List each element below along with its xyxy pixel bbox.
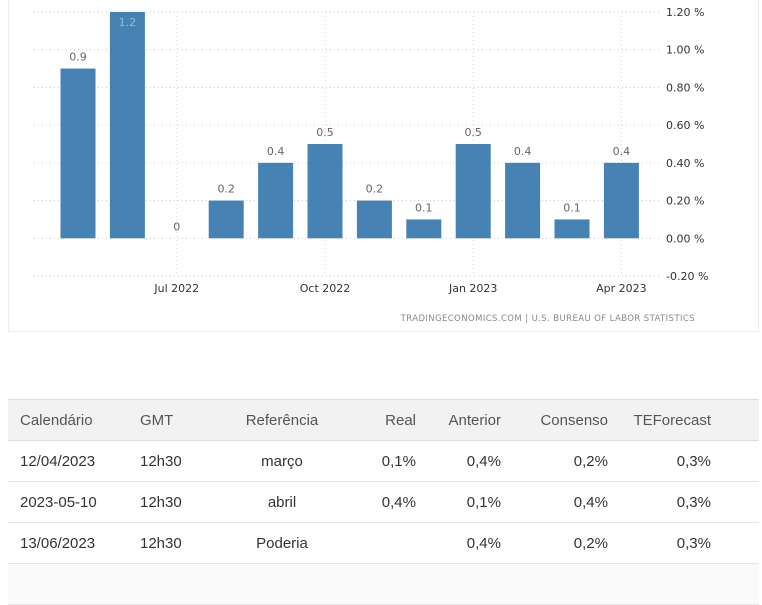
cell-reference: Poderia (221, 522, 343, 564)
table-row: 12/04/2023 12h30 março 0,1% 0,4% 0,2% 0,… (8, 440, 759, 482)
bar (109, 12, 145, 239)
bar (455, 144, 491, 239)
cell-consensus: 0,2% (507, 522, 614, 564)
value-label: 0.5 (464, 126, 482, 139)
y-tick-label: -0.20 % (666, 270, 708, 283)
header-previous[interactable]: Anterior (422, 399, 507, 441)
chart-panel: 1.20 % 1.00 % 0.80 % 0.60 % 0.40 % 0.20 % 0.00… (8, 0, 759, 332)
cell-previous: 0,1% (422, 481, 507, 523)
cell-reference: março (221, 440, 343, 482)
bar (554, 219, 590, 239)
value-label: 0.5 (316, 126, 334, 139)
cell-consensus: 0,2% (507, 440, 614, 482)
y-tick-label: 0.20 % (666, 195, 704, 208)
cell-gmt: 12h30 (139, 522, 221, 564)
cell-teforecast: 0,3% (614, 440, 759, 482)
header-reference[interactable]: Referência (221, 399, 343, 441)
value-label: 0.2 (217, 183, 235, 196)
calendar-table-wrapper: Calendário GMT Referência Real Anterior … (8, 399, 759, 605)
value-label: 0.2 (366, 183, 384, 196)
bar (307, 144, 343, 239)
header-calendar[interactable]: Calendário (8, 399, 139, 441)
value-label: 0.4 (267, 145, 285, 158)
header-gmt[interactable]: GMT (139, 399, 221, 441)
value-label: 1.2 (119, 16, 137, 29)
y-tick-label: 0.80 % (666, 81, 704, 94)
y-tick-label: 0.00 % (666, 232, 704, 245)
value-label: 0.1 (415, 201, 433, 214)
cell-actual (343, 522, 422, 564)
bar (505, 162, 541, 239)
y-tick-label: 1.20 % (666, 6, 704, 19)
cell-actual: 0,4% (343, 481, 422, 523)
value-label: 0.4 (514, 145, 532, 158)
cell-gmt: 12h30 (139, 481, 221, 523)
bar (356, 200, 392, 239)
bar (406, 219, 442, 239)
y-tick-label: 1.00 % (666, 44, 704, 57)
bar (60, 68, 96, 239)
header-actual[interactable]: Real (343, 399, 422, 441)
cell-gmt: 12h30 (139, 440, 221, 482)
cell-date: 12/04/2023 (8, 440, 139, 482)
cell-previous: 0,4% (422, 522, 507, 564)
table-row-partial (8, 563, 759, 605)
source-credit: TRADINGECONOMICS.COM | U.S. BUREAU OF LA… (400, 314, 695, 324)
table-header-row: Calendário GMT Referência Real Anterior … (8, 399, 759, 441)
header-consensus[interactable]: Consenso (507, 399, 614, 441)
bar (258, 162, 294, 239)
x-tick-label: Jan 2023 (448, 282, 497, 295)
header-teforecast[interactable]: TEForecast (614, 399, 759, 441)
value-label: 0 (173, 220, 180, 233)
bar-chart: 1.20 % 1.00 % 0.80 % 0.60 % 0.40 % 0.20 % 0.00… (34, 6, 708, 324)
cell-teforecast: 0,3% (614, 481, 759, 523)
value-label: 0.1 (563, 201, 581, 214)
table-row: 13/06/2023 12h30 Poderia 0,4% 0,2% 0,3% (8, 522, 759, 564)
cell-date: 13/06/2023 (8, 522, 139, 564)
value-label: 0.9 (69, 51, 87, 64)
cell-date: 2023-05-10 (8, 481, 139, 523)
cell-previous: 0,4% (422, 440, 507, 482)
value-label: 0.4 (613, 145, 631, 158)
cell-reference: abril (221, 481, 343, 523)
x-tick-label: Apr 2023 (596, 282, 647, 295)
cell-teforecast: 0,3% (614, 522, 759, 564)
x-tick-label: Oct 2022 (300, 282, 351, 295)
y-tick-label: 0.40 % (666, 157, 704, 170)
bar (603, 162, 639, 239)
cell-actual: 0,1% (343, 440, 422, 482)
x-tick-label: Jul 2022 (153, 282, 199, 295)
calendar-table: Calendário GMT Referência Real Anterior … (8, 399, 759, 605)
table-row: 2023-05-10 12h30 abril 0,4% 0,1% 0,4% 0,… (8, 481, 759, 523)
bar (208, 200, 244, 239)
y-tick-label: 0.60 % (666, 119, 704, 132)
cell-consensus: 0,4% (507, 481, 614, 523)
